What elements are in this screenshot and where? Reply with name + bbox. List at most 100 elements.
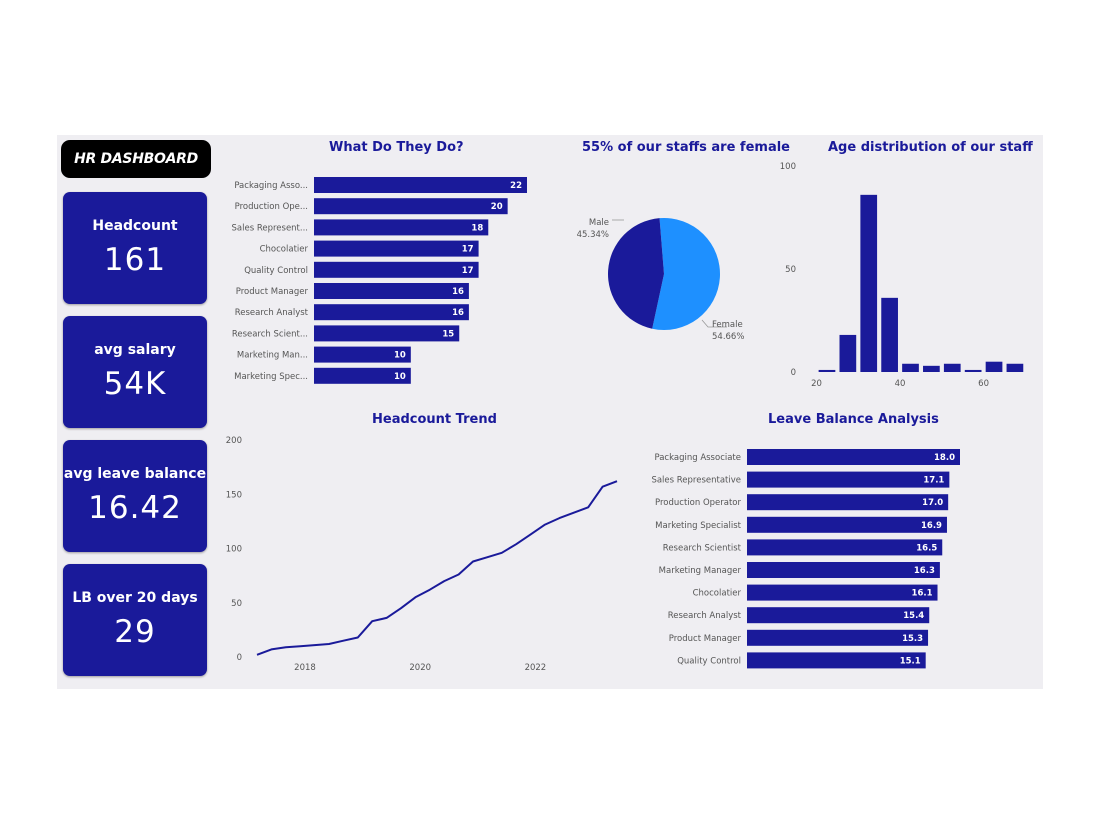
bar	[747, 449, 960, 465]
kpi-label: avg leave balance	[63, 466, 207, 482]
data-label: 15.3	[902, 634, 923, 644]
gender-pie-chart[interactable]: Male 45.34% Female 54.66%	[562, 210, 762, 350]
data-label: 18	[471, 223, 483, 233]
y-tick-label: 0	[791, 368, 796, 378]
category-label: Packaging Asso...	[234, 181, 308, 191]
roles-bar-chart[interactable]: Packaging Asso... 22 Production Ope... 20 Sa…	[217, 173, 537, 389]
data-label: 17.1	[923, 476, 944, 486]
data-label: 10	[394, 351, 406, 361]
pie-slice-female	[652, 218, 720, 330]
category-label: Packaging Associate	[654, 453, 741, 463]
kpi-label: avg salary	[94, 342, 176, 358]
kpi-value: 16.42	[88, 490, 182, 526]
leader-line	[701, 319, 727, 328]
x-tick-label: 2018	[294, 663, 316, 673]
histogram-bar	[839, 334, 857, 372]
category-label: Quality Control	[244, 266, 308, 276]
data-label: 17.0	[922, 498, 943, 508]
pie-slice-male	[608, 218, 664, 329]
kpi-label: LB over 20 days	[72, 590, 198, 606]
y-tick-label: 50	[231, 599, 242, 609]
trend-chart-title: Headcount Trend	[372, 412, 497, 427]
data-label: 15.4	[903, 611, 924, 621]
histogram-bar	[964, 369, 982, 372]
bar	[314, 198, 508, 215]
bar	[314, 325, 460, 342]
kpi-value: 54K	[103, 366, 167, 402]
pie-label-male: Male	[589, 218, 609, 228]
headcount-trend-line-chart[interactable]: 200 150 100 50 0 2018 2020 2022	[222, 435, 642, 675]
category-label: Marketing Spec...	[234, 372, 308, 382]
data-label: 16.1	[912, 589, 933, 599]
category-label: Production Operator	[655, 498, 741, 508]
data-label: 22	[510, 181, 522, 191]
y-tick-label: 150	[226, 490, 242, 500]
histogram-bar	[860, 194, 878, 372]
leave-chart-title: Leave Balance Analysis	[768, 412, 939, 427]
data-label: 17	[462, 266, 474, 276]
category-label: Production Ope...	[235, 202, 308, 212]
category-label: Product Manager	[236, 287, 309, 297]
bar	[747, 652, 926, 669]
y-tick-label: 0	[237, 653, 242, 663]
dashboard-canvas: HR DASHBOARD Headcount 161 avg salary 54…	[57, 135, 1043, 689]
leave-balance-bar-chart[interactable]: Packaging Associate 18.0 Sales Representat…	[627, 445, 977, 677]
kpi-card-avg-leave-balance[interactable]: avg leave balance 16.42	[63, 440, 207, 552]
y-tick-label: 50	[785, 265, 796, 275]
dashboard-title: HR DASHBOARD	[61, 140, 211, 178]
data-label: 17	[462, 245, 474, 255]
bar	[314, 283, 469, 299]
kpi-label: Headcount	[92, 218, 178, 234]
histogram-bar	[1006, 363, 1024, 372]
bar	[314, 240, 479, 257]
category-label: Chocolatier	[693, 589, 742, 599]
bar	[314, 346, 411, 363]
data-label: 16	[452, 308, 464, 318]
bar	[314, 219, 489, 236]
data-label: 16.3	[914, 566, 935, 576]
category-label: Research Analyst	[235, 308, 309, 318]
x-tick-label: 40	[895, 379, 906, 389]
category-label: Chocolatier	[260, 245, 309, 255]
histogram-bar	[943, 363, 961, 372]
data-label: 20	[491, 202, 503, 212]
category-label: Sales Representative	[651, 476, 741, 486]
x-tick-label: 2022	[525, 663, 547, 673]
age-histogram[interactable]: 100 50 0 20 40 60	[780, 160, 1024, 392]
bar	[747, 539, 943, 556]
category-label: Marketing Manager	[659, 566, 742, 576]
bar	[747, 494, 949, 511]
kpi-value: 29	[114, 614, 156, 650]
category-label: Quality Control	[677, 656, 741, 666]
kpi-card-lb-over-20-days[interactable]: LB over 20 days 29	[63, 564, 207, 676]
x-tick-label: 20	[811, 379, 822, 389]
kpi-card-headcount[interactable]: Headcount 161	[63, 192, 207, 304]
bar	[314, 304, 469, 321]
trend-line	[256, 480, 618, 656]
kpi-card-avg-salary[interactable]: avg salary 54K	[63, 316, 207, 428]
data-label: 16.9	[921, 521, 942, 531]
y-tick-label: 100	[780, 162, 796, 172]
category-label: Marketing Specialist	[655, 521, 741, 531]
bar	[747, 562, 940, 578]
data-label: 10	[394, 372, 406, 382]
bar	[747, 584, 938, 601]
pie-value-male: 45.34%	[577, 230, 609, 240]
bar	[747, 516, 947, 533]
bar	[747, 629, 929, 646]
bar	[314, 367, 411, 384]
data-label: 16.5	[916, 543, 937, 553]
bar	[747, 607, 930, 624]
histogram-bar	[985, 361, 1003, 372]
data-label: 15	[442, 329, 454, 339]
x-tick-label: 60	[978, 379, 989, 389]
category-label: Sales Represent...	[232, 223, 309, 233]
histogram-bar	[902, 363, 919, 372]
histogram-bar	[923, 365, 940, 372]
category-label: Research Scientist	[663, 543, 742, 553]
category-label: Marketing Man...	[237, 351, 308, 361]
bar	[747, 471, 950, 488]
y-tick-label: 100	[226, 545, 242, 555]
roles-chart-title: What Do They Do?	[329, 140, 464, 155]
pie-value-female: 54.66%	[712, 332, 744, 342]
